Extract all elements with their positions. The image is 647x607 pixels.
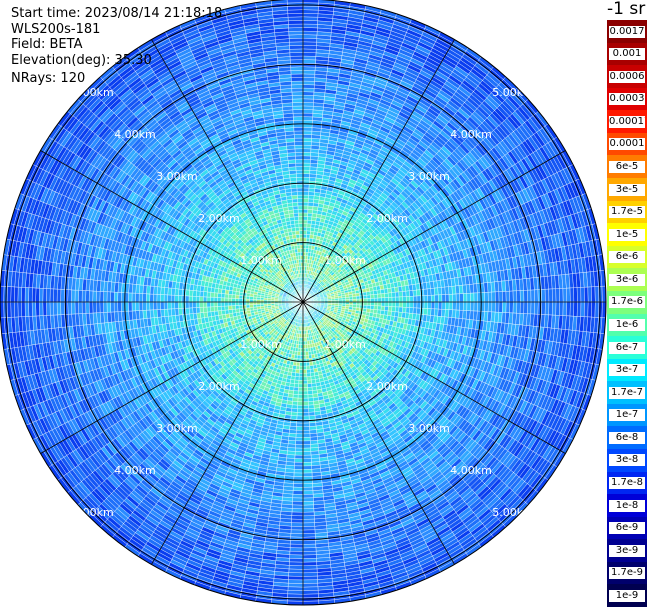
colorbar-units-label: -1 sr	[607, 0, 646, 19]
colorbar-tick-label: 3e-7	[609, 364, 645, 377]
colorbar-tick-label: 0.00017	[609, 115, 645, 128]
range-ring-label: 1.00km	[240, 338, 282, 351]
colorbar-tick-label: 0.0001	[609, 138, 645, 151]
instrument-label: WLS200s-181	[11, 22, 101, 37]
colorbar-swatch: 0.001	[607, 42, 647, 66]
colorbar-tick-label: 1e-9	[609, 589, 645, 602]
colorbar-tick-label: 3e-6	[609, 273, 645, 286]
colorbar-swatch: 1.7e-5	[607, 200, 647, 224]
range-ring-label: 4.00km	[114, 464, 156, 477]
colorbar-swatch: 1e-8	[607, 494, 647, 518]
colorbar-tick-label: 6e-6	[609, 251, 645, 264]
colorbar-swatch: 0.0003	[607, 87, 647, 111]
colorbar-swatch: 3e-5	[607, 178, 647, 202]
elevation-label: Elevation(deg): 35.30	[11, 53, 152, 68]
colorbar-tick-label: 1.7e-6	[609, 296, 645, 309]
colorbar-tick-label: 1e-5	[609, 228, 645, 241]
range-ring-label: 3.00km	[156, 422, 198, 435]
colorbar-tick-label: 6e-9	[609, 522, 645, 535]
colorbar-swatch: 6e-8	[607, 426, 647, 450]
range-ring-label: 5.00km	[492, 506, 534, 519]
colorbar-tick-label: 0.001	[609, 48, 645, 61]
colorbar-tick-label: 1.7e-7	[609, 386, 645, 399]
colorbar-swatch: 0.0017	[607, 20, 647, 44]
colorbar-swatch: 6e-9	[607, 516, 647, 540]
range-ring-label: 2.00km	[198, 212, 240, 225]
colorbar-swatch: 3e-9	[607, 539, 647, 563]
range-ring-label: 2.00km	[198, 380, 240, 393]
colorbar-tick-label: 1.7e-5	[609, 206, 645, 219]
colorbar-tick-label: 1e-6	[609, 319, 645, 332]
nrays-label: NRays: 120	[11, 71, 86, 86]
range-ring-label: 4.00km	[450, 464, 492, 477]
colorbar-swatch: 3e-7	[607, 358, 647, 382]
range-ring-label: 3.00km	[156, 170, 198, 183]
colorbar: 0.0017 0.001 0.0006 0.0003 0.00017 0.0001 6e-5…	[607, 20, 647, 607]
colorbar-tick-label: 1e-8	[609, 499, 645, 512]
start-time-label: Start time: 2023/08/14 21:18:18	[11, 6, 223, 21]
range-ring-label: 5.00km	[492, 86, 534, 99]
range-ring	[243, 242, 363, 362]
colorbar-tick-label: 6e-8	[609, 431, 645, 444]
colorbar-swatch: 1.7e-8	[607, 471, 647, 495]
range-ring-label: 1.00km	[324, 254, 366, 267]
range-ring	[64, 63, 542, 541]
colorbar-swatch: 1e-7	[607, 403, 647, 427]
field-label: Field: BETA	[11, 37, 83, 52]
range-ring-label: 4.00km	[450, 128, 492, 141]
range-ring-label: 1.00km	[240, 254, 282, 267]
range-ring-label: 1.00km	[324, 338, 366, 351]
colorbar-swatch: 6e-5	[607, 155, 647, 179]
range-ring-label: 3.00km	[408, 170, 450, 183]
colorbar-swatch: 3e-8	[607, 448, 647, 473]
colorbar-swatch: 0.0001	[607, 132, 647, 156]
colorbar-tick-label: 6e-5	[609, 160, 645, 173]
colorbar-tick-label: 3e-5	[609, 183, 645, 196]
range-ring-label: 2.00km	[366, 380, 408, 393]
colorbar-tick-label: 3e-9	[609, 544, 645, 557]
range-ring	[5, 4, 601, 600]
colorbar-tick-label: 1e-7	[609, 409, 645, 422]
colorbar-swatch: 1e-9	[607, 584, 647, 607]
range-ring	[183, 182, 423, 422]
range-ring-label: 2.00km	[366, 212, 408, 225]
colorbar-swatch: 6e-6	[607, 245, 647, 269]
colorbar-swatch: 1.7e-6	[607, 290, 647, 314]
colorbar-swatch: 3e-6	[607, 268, 647, 292]
colorbar-tick-label: 1.7e-9	[609, 567, 645, 580]
colorbar-swatch: 1.7e-7	[607, 381, 647, 405]
colorbar-tick-label: 1.7e-8	[609, 477, 645, 490]
ppi-gates	[0, 0, 607, 606]
range-ring-label: 3.00km	[408, 422, 450, 435]
colorbar-swatch: 0.00017	[607, 110, 647, 134]
range-ring-label: 5.00km	[72, 506, 114, 519]
colorbar-swatch: 6e-7	[607, 336, 647, 360]
colorbar-tick-label: 3e-8	[609, 454, 645, 467]
range-ring	[124, 123, 482, 481]
colorbar-swatch: 0.0006	[607, 65, 647, 89]
colorbar-swatch: 1e-6	[607, 313, 647, 337]
colorbar-tick-label: 0.0003	[609, 93, 645, 106]
range-ring-label: 4.00km	[114, 128, 156, 141]
colorbar-swatch: 1e-5	[607, 223, 647, 247]
range-ring-label: 5.00km	[72, 86, 114, 99]
colorbar-tick-label: 6e-7	[609, 341, 645, 354]
colorbar-tick-label: 0.0017	[609, 25, 645, 38]
azimuth-spokes	[0, 0, 606, 605]
colorbar-tick-label: 0.0006	[609, 70, 645, 83]
colorbar-swatch: 1.7e-9	[607, 561, 647, 585]
